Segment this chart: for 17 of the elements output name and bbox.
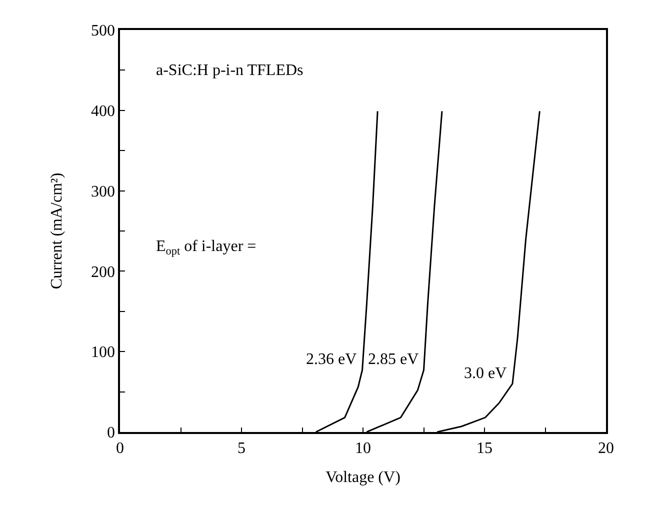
x-tick-label: 10 (355, 440, 371, 457)
y-tick-label: 400 (91, 103, 116, 120)
x-tick-label: 5 (238, 440, 246, 457)
y-axis-title: Current (mA/cm²) (48, 172, 66, 290)
series-label: 2.85 eV (368, 351, 420, 368)
x-tick-label: 15 (476, 440, 492, 457)
annotation: a-SiC:H p-i-n TFLEDs (156, 62, 304, 79)
y-tick-label: 300 (91, 183, 116, 200)
x-axis-title: Voltage (V) (326, 469, 400, 486)
series-label: 2.36 eV (306, 351, 358, 368)
x-tick-label: 20 (598, 440, 614, 457)
y-tick-label: 200 (91, 264, 116, 281)
y-tick-label: 100 (91, 344, 116, 362)
y-tick-label: 0 (107, 424, 116, 442)
y-tick-label: 500 (91, 22, 116, 40)
annotation: E$_{opt}$ of i-layer = (156, 238, 256, 258)
series-label: 3.0 eV (464, 365, 508, 382)
